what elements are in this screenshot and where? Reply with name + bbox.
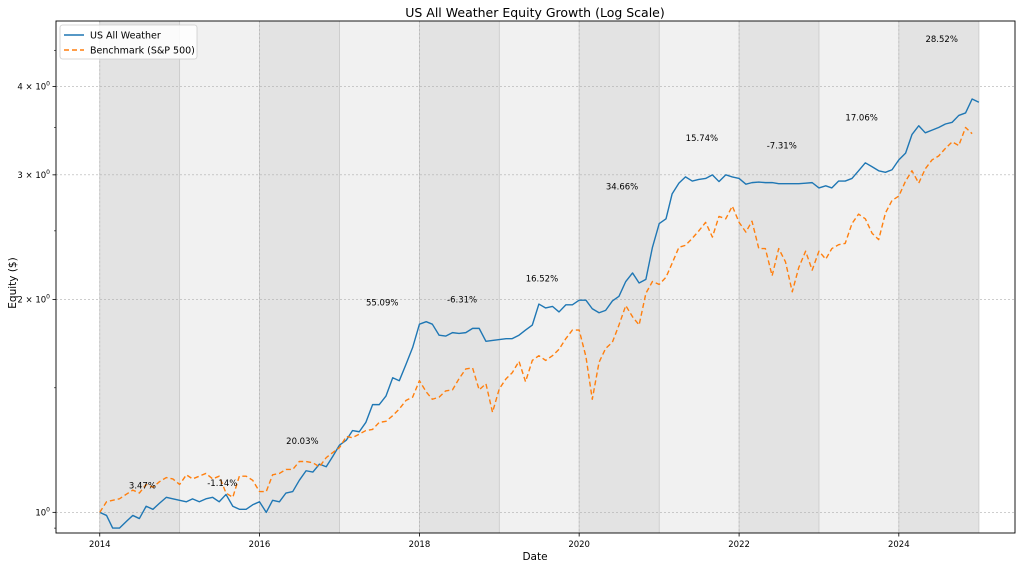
year-band xyxy=(818,21,899,533)
x-tick-label: 2022 xyxy=(728,540,750,550)
year-band xyxy=(259,21,340,533)
series-line-benchmark xyxy=(99,126,973,513)
year-band xyxy=(179,21,260,533)
annotation-label: 17.06% xyxy=(845,114,877,124)
annotation-label: 3.47% xyxy=(129,482,156,492)
legend-label: US All Weather xyxy=(90,31,161,42)
series-line-us-all-weather xyxy=(99,98,980,529)
annotation-label: 28.52% xyxy=(925,35,957,45)
annotation-label: 16.52% xyxy=(526,275,558,285)
year-band xyxy=(579,21,660,533)
y-axis-label: Equity ($) xyxy=(7,257,19,308)
chart-title: US All Weather Equity Growth (Log Scale) xyxy=(405,5,665,20)
annotation-label: 20.03% xyxy=(286,437,318,447)
x-tick-label: 2018 xyxy=(409,540,431,550)
annotation-label: 55.09% xyxy=(366,299,398,309)
y-tick-exponent: 0 xyxy=(46,80,50,87)
y-tick-exponent: 0 xyxy=(46,293,50,300)
year-band xyxy=(339,21,420,533)
plot-frame xyxy=(55,20,1016,534)
annotation-label: 15.74% xyxy=(686,134,718,144)
grid-lines xyxy=(56,21,1015,533)
year-band xyxy=(419,21,500,533)
year-band xyxy=(99,21,180,533)
y-tick-label: 2 × 100 xyxy=(17,293,50,305)
annotation-label: -1.14% xyxy=(207,479,237,489)
x-tick-label: 2024 xyxy=(888,540,910,550)
x-tick-label: 2020 xyxy=(568,540,590,550)
year-band xyxy=(659,21,740,533)
legend: US All Weather Benchmark (S&P 500) xyxy=(59,24,198,60)
annotation-label: -7.31% xyxy=(767,141,797,151)
y-tick-exponent: 0 xyxy=(46,506,50,513)
series-lines xyxy=(99,98,980,529)
x-tick-label: 2016 xyxy=(249,540,271,550)
x-tick-label: 2014 xyxy=(89,540,111,550)
year-band xyxy=(499,21,580,533)
year-bands xyxy=(99,21,980,533)
x-axis-ticks: 2014 2016 2018 2020 2022 2024 xyxy=(89,533,910,550)
y-tick-exponent: 0 xyxy=(46,169,50,176)
y-tick-label: 4 × 100 xyxy=(17,80,50,92)
legend-label: Benchmark (S&P 500) xyxy=(90,46,195,57)
annotation-label: -6.31% xyxy=(447,295,477,305)
annotation-label: 34.66% xyxy=(606,183,638,193)
legend-box xyxy=(59,24,198,60)
year-band xyxy=(898,21,979,533)
year-band xyxy=(739,21,819,533)
y-tick-label: 3 × 100 xyxy=(17,169,50,181)
x-axis-label: Date xyxy=(522,551,547,563)
annotations: 3.47% -1.14% 20.03% 55.09% -6.31% 16.52% 34.66… xyxy=(129,35,958,492)
